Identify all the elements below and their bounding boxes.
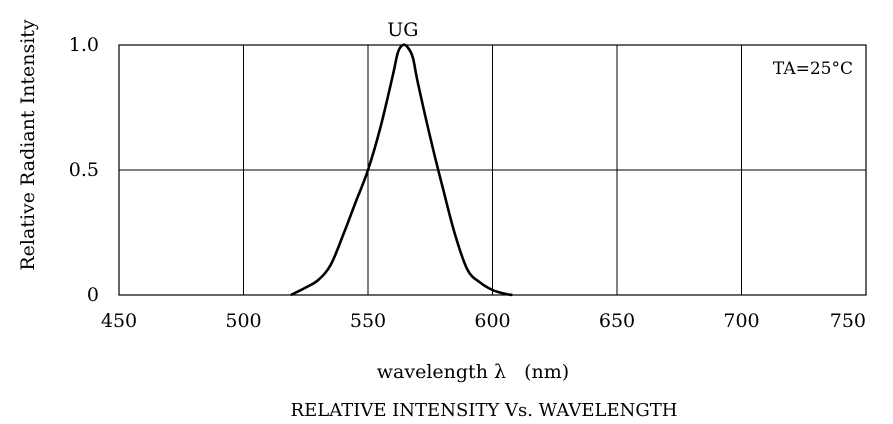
- y-tick-label: 0.5: [69, 159, 99, 181]
- grid: [119, 45, 866, 295]
- x-axis-label: wavelength λ (nm): [377, 361, 569, 383]
- y-tick-label: 0: [87, 284, 99, 306]
- y-axis-label: Relative Radiant Intensity: [17, 19, 39, 271]
- y-tick-labels: 0 0.5 1.0: [69, 34, 99, 306]
- x-tick-label: 550: [350, 310, 386, 332]
- y-tick-label: 1.0: [69, 34, 99, 56]
- x-tick-label: 600: [474, 310, 510, 332]
- series-line-ug: [290, 43, 513, 297]
- series-label: UG: [387, 19, 418, 41]
- x-tick-label: 450: [101, 310, 137, 332]
- temperature-annotation: TA=25°C: [773, 59, 853, 79]
- chart-title: RELATIVE INTENSITY Vs. WAVELENGTH: [291, 400, 678, 421]
- x-tick-label: 650: [599, 310, 635, 332]
- x-tick-label: 500: [225, 310, 261, 332]
- x-tick-labels: 450 500 550 600 650 700 750: [101, 310, 866, 332]
- x-tick-label: 750: [830, 310, 866, 332]
- x-tick-label: 700: [723, 310, 759, 332]
- plot-frame: [118, 44, 867, 296]
